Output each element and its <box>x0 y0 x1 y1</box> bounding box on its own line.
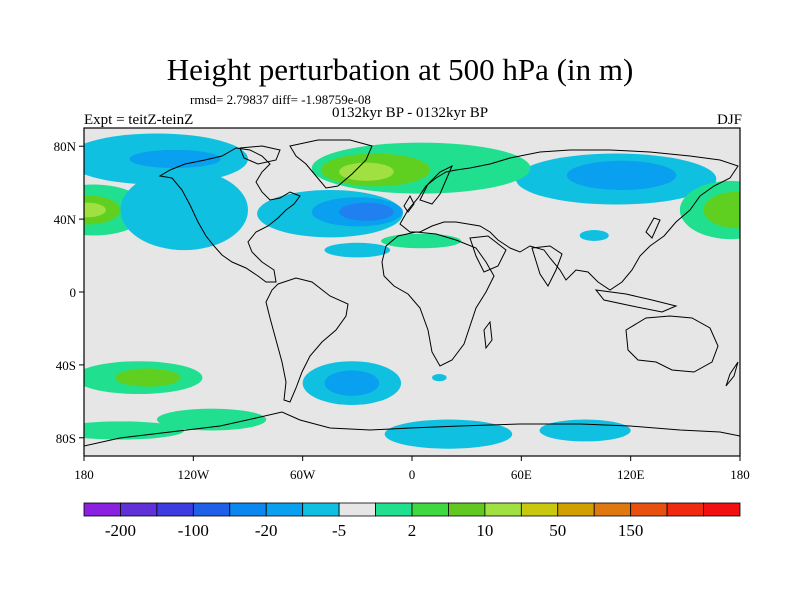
coast-arabia <box>469 235 507 273</box>
anomaly-greenland-high-level-2 <box>339 162 394 181</box>
anomaly-s-atlantic-low <box>302 361 402 405</box>
coast-madagascar <box>483 320 493 350</box>
lon-tick-label: 60E <box>511 467 532 482</box>
anomaly-japan-low-level-0 <box>579 230 609 241</box>
anomaly-n-pacific-high-west-level-2 <box>84 202 106 218</box>
colorbar-swatch <box>703 502 741 517</box>
period-label: 0132kyr BP - 0132kyr BP <box>331 105 489 121</box>
coast-south-america <box>265 277 349 403</box>
anomaly-n-atlantic-low <box>257 189 403 238</box>
colorbar-swatch <box>265 502 304 517</box>
colorbar-swatch <box>229 502 267 517</box>
colorbar-swatch <box>666 502 704 517</box>
anomaly-mediterranean-high <box>381 233 462 249</box>
anomaly-africa-low <box>324 242 391 258</box>
colorbar-swatch <box>83 502 121 517</box>
anomaly-africa-low-level-0 <box>324 242 391 258</box>
colorbar-swatch <box>338 502 376 517</box>
colorbar-swatch <box>520 502 559 517</box>
anomaly-antarctic-low-level-2 <box>432 374 447 382</box>
longitude-axis: 180 120W 60W 0 60E 120E 180 <box>74 456 750 482</box>
lon-tick-label: 120E <box>617 467 645 482</box>
lon-tick-label: 60W <box>290 467 316 482</box>
lat-tick-label: 40N <box>54 212 77 227</box>
anomaly-n-pacific-high-east-level-1 <box>703 191 740 229</box>
anomaly-pacific-low-level-2 <box>129 149 221 169</box>
anomaly-n-atlantic-low-level-2 <box>339 202 394 221</box>
anomaly-layer <box>84 133 740 449</box>
anomaly-s-pacific-high <box>84 361 203 395</box>
latitude-axis: 80N 40N 0 40S 80S <box>54 139 84 446</box>
colorbar-swatch <box>302 502 340 517</box>
map-panel: 80N 40N 0 40S 80S 180 120W 60W 0 60E 120E 180 <box>54 127 750 482</box>
colorbar-swatch <box>593 502 632 517</box>
colorbar-swatch <box>411 502 449 517</box>
experiment-label: Expt = teitZ-teinZ <box>84 112 194 128</box>
anomaly-antarctic-high-level-0 <box>156 408 267 431</box>
colorbar: -200 -100 -20 -5 2 10 50 150 <box>83 502 741 540</box>
plot-title: Height perturbation at 500 hPa (in m) <box>166 52 634 87</box>
lon-tick-label: 180 <box>74 467 94 482</box>
colorbar-swatch <box>630 502 668 517</box>
colorbar-swatch <box>156 502 194 517</box>
anomaly-greenland-high <box>311 142 531 194</box>
colorbar-label: -5 <box>332 521 346 540</box>
coast-antarctica <box>84 411 740 447</box>
coast-japan <box>645 217 661 239</box>
colorbar-swatch <box>448 502 486 517</box>
anomaly-antarctic-high-level-1 <box>84 421 185 440</box>
colorbar-label: 150 <box>618 521 644 540</box>
season-label: DJF <box>716 112 742 128</box>
lat-tick-label: 0 <box>70 285 77 300</box>
anomaly-mediterranean-high-level-0 <box>381 233 462 249</box>
colorbar-label: 2 <box>408 521 417 540</box>
anomaly-japan-low <box>579 230 609 241</box>
anomaly-pacific-low-level-1 <box>120 169 248 251</box>
coast-australia <box>625 315 719 373</box>
rmsd-diff-stats: rmsd= 2.79837 diff= -1.98759e-08 <box>190 92 371 107</box>
colorbar-swatch <box>120 502 158 517</box>
coast-maritime-asia <box>594 289 678 313</box>
colorbar-label: 50 <box>549 521 566 540</box>
colorbar-label: -20 <box>255 521 278 540</box>
anomaly-pacific-low <box>84 133 248 251</box>
lat-tick-label: 80N <box>54 139 77 154</box>
coast-africa <box>381 231 495 367</box>
coastlines <box>84 139 740 447</box>
coast-arctic-islands <box>239 145 281 165</box>
anomaly-n-pacific-high-east <box>679 180 740 240</box>
colorbar-swatch <box>375 502 413 517</box>
coast-new-zealand <box>725 361 739 387</box>
anomaly-s-atlantic-low-level-1 <box>324 370 380 396</box>
anomaly-siberia-low <box>515 153 717 205</box>
anomaly-antarctic-low-level-0 <box>384 419 513 449</box>
colorbar-swatch <box>484 502 522 517</box>
lon-tick-label: 120W <box>177 467 210 482</box>
colorbar-label: 10 <box>476 521 493 540</box>
lon-tick-label: 0 <box>409 467 416 482</box>
coast-india <box>531 245 563 287</box>
anomaly-antarctic-low-level-1 <box>539 419 631 442</box>
colorbar-swatch <box>557 502 595 517</box>
anomaly-antarctic-high <box>84 408 267 440</box>
colorbar-label: -200 <box>105 521 136 540</box>
colorbar-label: -100 <box>178 521 209 540</box>
lat-tick-label: 80S <box>56 431 76 446</box>
coast-british-isles <box>403 194 415 213</box>
coast-eurasia <box>399 149 739 291</box>
anomaly-siberia-low-level-1 <box>566 160 677 190</box>
anomaly-s-pacific-high-level-1 <box>114 368 181 387</box>
lon-tick-label: 180 <box>730 467 750 482</box>
colorbar-swatch <box>192 502 231 517</box>
coast-scandinavia <box>419 164 453 205</box>
lat-tick-label: 40S <box>56 358 76 373</box>
coast-north-america <box>158 147 301 283</box>
coast-greenland <box>289 139 373 189</box>
